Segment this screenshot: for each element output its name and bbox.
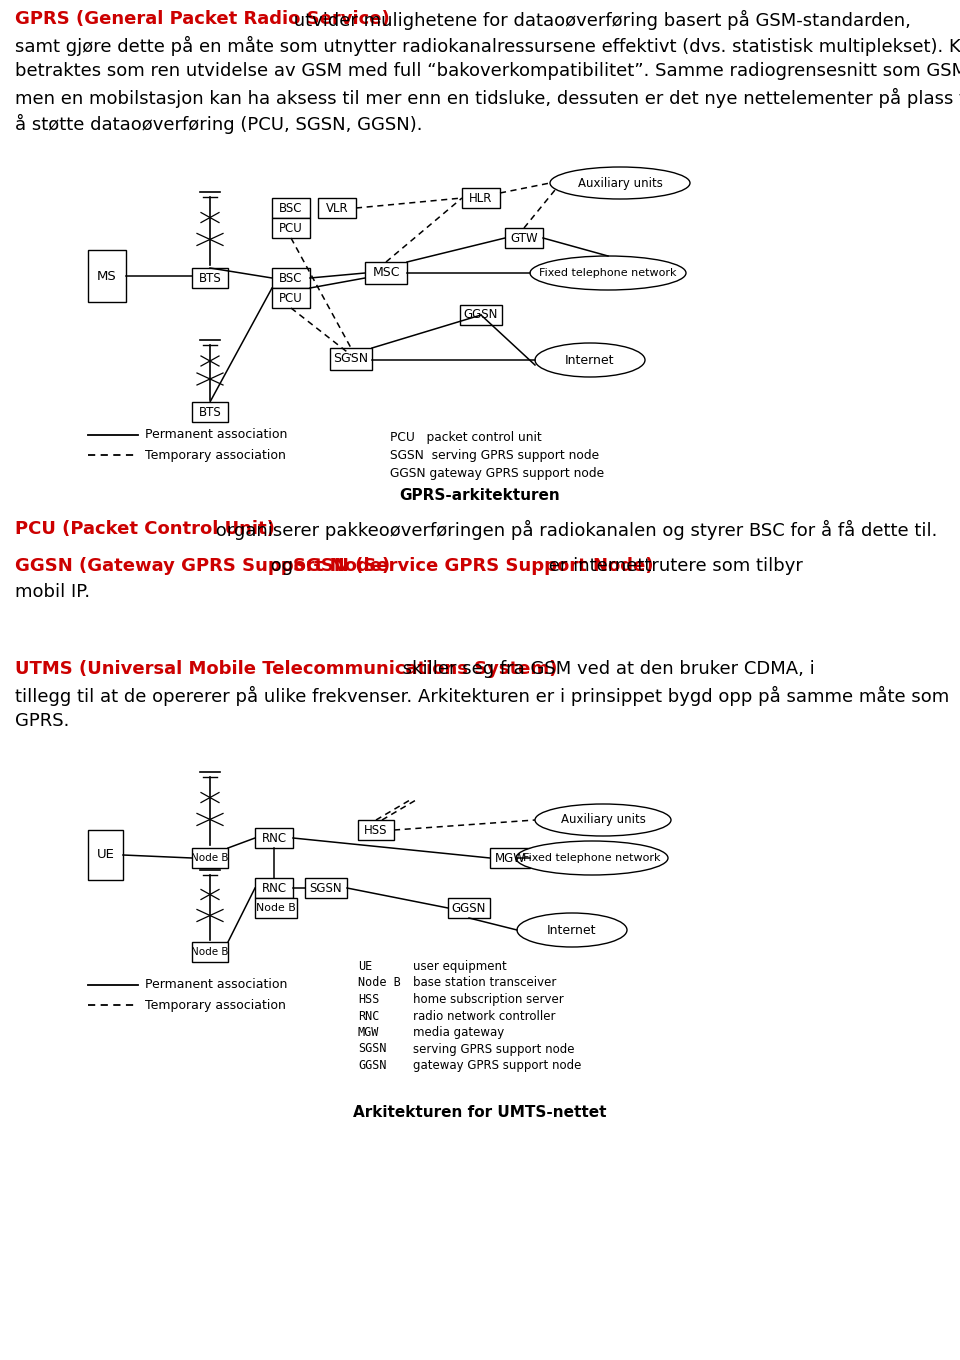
Text: Temporary association: Temporary association bbox=[145, 998, 286, 1012]
Text: gateway GPRS support node: gateway GPRS support node bbox=[413, 1059, 582, 1072]
Text: GGSN gateway GPRS support node: GGSN gateway GPRS support node bbox=[390, 466, 604, 480]
Text: GGSN: GGSN bbox=[452, 902, 486, 914]
FancyBboxPatch shape bbox=[330, 348, 372, 370]
Text: Fixed telephone network: Fixed telephone network bbox=[540, 268, 677, 277]
Text: PCU   packet control unit: PCU packet control unit bbox=[390, 431, 541, 443]
Text: VLR: VLR bbox=[325, 201, 348, 215]
Text: HLR: HLR bbox=[469, 192, 492, 204]
FancyBboxPatch shape bbox=[272, 268, 310, 288]
Text: MS: MS bbox=[97, 269, 117, 283]
Text: GGSN: GGSN bbox=[464, 309, 498, 321]
Text: betraktes som ren utvidelse av GSM med full “bakoverkompatibilitet”. Samme radio: betraktes som ren utvidelse av GSM med f… bbox=[15, 63, 960, 80]
Text: samt gjøre dette på en måte som utnytter radiokanalressursene effektivt (dvs. st: samt gjøre dette på en måte som utnytter… bbox=[15, 35, 960, 56]
Text: BSC: BSC bbox=[279, 272, 302, 284]
Ellipse shape bbox=[550, 167, 690, 199]
Text: RNC: RNC bbox=[261, 881, 287, 895]
Text: tillegg til at de opererer på ulike frekvenser. Arkitekturen er i prinsippet byg: tillegg til at de opererer på ulike frek… bbox=[15, 685, 949, 706]
Text: Internet: Internet bbox=[547, 923, 597, 937]
Text: Node B: Node B bbox=[256, 903, 296, 913]
FancyBboxPatch shape bbox=[192, 942, 228, 962]
Text: MGW: MGW bbox=[494, 851, 525, 865]
Text: MGW: MGW bbox=[358, 1025, 379, 1039]
Ellipse shape bbox=[535, 804, 671, 836]
FancyBboxPatch shape bbox=[255, 898, 297, 918]
FancyBboxPatch shape bbox=[365, 262, 407, 284]
Ellipse shape bbox=[535, 343, 645, 377]
Text: PCU: PCU bbox=[279, 222, 302, 234]
Text: user equipment: user equipment bbox=[413, 960, 507, 972]
Text: organiserer pakkeoøverføringen på radiokanalen og styrer BSC for å få dette til.: organiserer pakkeoøverføringen på radiok… bbox=[210, 520, 937, 540]
Text: Permanent association: Permanent association bbox=[145, 978, 287, 991]
FancyBboxPatch shape bbox=[255, 828, 293, 849]
FancyBboxPatch shape bbox=[272, 199, 310, 218]
FancyBboxPatch shape bbox=[305, 879, 347, 898]
FancyBboxPatch shape bbox=[490, 849, 530, 868]
Text: GPRS (General Packet Radio Service) utvider mulighetene for dataoøverføring base: GPRS (General Packet Radio Service) utvi… bbox=[15, 8, 960, 29]
Text: Node B: Node B bbox=[191, 947, 228, 957]
Text: mobil IP.: mobil IP. bbox=[15, 583, 90, 601]
FancyBboxPatch shape bbox=[255, 879, 293, 898]
Text: UTMS (Universal Mobile Telecommunications System): UTMS (Universal Mobile Telecommunication… bbox=[15, 660, 558, 679]
Text: SGSN: SGSN bbox=[358, 1043, 387, 1055]
FancyBboxPatch shape bbox=[462, 188, 500, 208]
Text: men en mobilstasjon kan ha aksess til mer enn en tidsluke, dessuten er det nye n: men en mobilstasjon kan ha aksess til me… bbox=[15, 88, 960, 107]
Ellipse shape bbox=[517, 913, 627, 947]
Text: Internet: Internet bbox=[565, 354, 614, 366]
FancyBboxPatch shape bbox=[88, 250, 126, 302]
FancyBboxPatch shape bbox=[318, 199, 356, 218]
Text: RNC: RNC bbox=[261, 831, 287, 845]
Text: home subscription server: home subscription server bbox=[413, 993, 564, 1006]
FancyBboxPatch shape bbox=[88, 830, 123, 880]
Text: BTS: BTS bbox=[199, 405, 222, 419]
Text: BTS: BTS bbox=[199, 272, 222, 284]
Ellipse shape bbox=[516, 840, 668, 874]
FancyBboxPatch shape bbox=[448, 898, 490, 918]
Text: Permanent association: Permanent association bbox=[145, 428, 287, 442]
Text: å støtte dataoøverføring (PCU, SGSN, GGSN).: å støtte dataoøverføring (PCU, SGSN, GGS… bbox=[15, 114, 422, 135]
Text: serving GPRS support node: serving GPRS support node bbox=[413, 1043, 574, 1055]
FancyBboxPatch shape bbox=[272, 218, 310, 238]
Text: GGSN (Gateway GPRS Support Node): GGSN (Gateway GPRS Support Node) bbox=[15, 558, 390, 575]
Text: Node B: Node B bbox=[358, 976, 400, 990]
FancyBboxPatch shape bbox=[272, 288, 310, 307]
Text: skiller seg fra GSM ved at den bruker CDMA, i: skiller seg fra GSM ved at den bruker CD… bbox=[397, 660, 815, 679]
Text: media gateway: media gateway bbox=[413, 1025, 504, 1039]
Text: Temporary association: Temporary association bbox=[145, 449, 286, 461]
FancyBboxPatch shape bbox=[192, 403, 228, 422]
Text: GTW: GTW bbox=[510, 231, 538, 245]
Text: Auxiliary units: Auxiliary units bbox=[578, 177, 662, 189]
Text: GGSN: GGSN bbox=[358, 1059, 387, 1072]
Text: HSS: HSS bbox=[364, 824, 388, 836]
Text: GPRS (General Packet Radio Service): GPRS (General Packet Radio Service) bbox=[15, 10, 390, 29]
FancyBboxPatch shape bbox=[505, 228, 543, 248]
Text: Arkitekturen for UMTS-nettet: Arkitekturen for UMTS-nettet bbox=[353, 1104, 607, 1121]
FancyBboxPatch shape bbox=[358, 820, 394, 840]
FancyBboxPatch shape bbox=[192, 268, 228, 288]
Text: og: og bbox=[265, 558, 299, 575]
Text: MSC: MSC bbox=[372, 267, 399, 280]
Text: HSS: HSS bbox=[358, 993, 379, 1006]
Text: BSC: BSC bbox=[279, 201, 302, 215]
Text: er internettrutere som tilbyr: er internettrutere som tilbyr bbox=[543, 558, 803, 575]
Text: Auxiliary units: Auxiliary units bbox=[561, 813, 645, 827]
Text: utvider mulighetene for dataoøverføring basert på GSM-standarden,: utvider mulighetene for dataoøverføring … bbox=[288, 10, 911, 30]
Text: UE: UE bbox=[358, 960, 372, 972]
Ellipse shape bbox=[530, 256, 686, 290]
Text: SGSN  serving GPRS support node: SGSN serving GPRS support node bbox=[390, 449, 599, 462]
Text: PCU (Packet Control Unit): PCU (Packet Control Unit) bbox=[15, 520, 275, 539]
Text: GPRS.: GPRS. bbox=[15, 713, 69, 730]
Text: UE: UE bbox=[97, 849, 114, 861]
Text: SGSN (Service GPRS Support Node): SGSN (Service GPRS Support Node) bbox=[294, 558, 654, 575]
Text: Node B: Node B bbox=[191, 853, 228, 864]
Text: PCU: PCU bbox=[279, 291, 302, 305]
Text: RNC: RNC bbox=[358, 1009, 379, 1023]
Text: radio network controller: radio network controller bbox=[413, 1009, 556, 1023]
Text: SGSN: SGSN bbox=[333, 352, 369, 366]
Text: GPRS-arkitekturen: GPRS-arkitekturen bbox=[399, 488, 561, 503]
FancyBboxPatch shape bbox=[460, 305, 502, 325]
Text: Fixed telephone network: Fixed telephone network bbox=[523, 853, 660, 864]
FancyBboxPatch shape bbox=[192, 849, 228, 868]
Text: SGSN: SGSN bbox=[310, 881, 343, 895]
Text: base station transceiver: base station transceiver bbox=[413, 976, 557, 990]
